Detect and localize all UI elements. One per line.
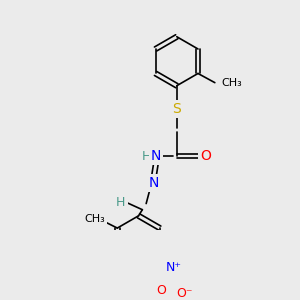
Text: H: H (142, 150, 151, 163)
Text: CH₃: CH₃ (84, 214, 105, 224)
Text: O⁻: O⁻ (176, 286, 193, 300)
Text: N⁺: N⁺ (166, 261, 182, 274)
Text: N: N (148, 176, 159, 190)
Text: N: N (151, 149, 161, 163)
Text: CH₃: CH₃ (221, 78, 242, 88)
Text: H: H (116, 196, 126, 208)
Text: O: O (200, 149, 211, 163)
Text: O: O (156, 284, 166, 297)
Text: S: S (172, 102, 181, 116)
